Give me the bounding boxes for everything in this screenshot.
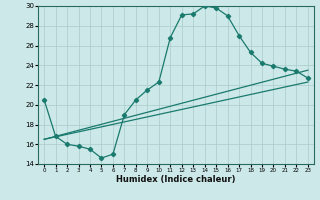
X-axis label: Humidex (Indice chaleur): Humidex (Indice chaleur) [116, 175, 236, 184]
